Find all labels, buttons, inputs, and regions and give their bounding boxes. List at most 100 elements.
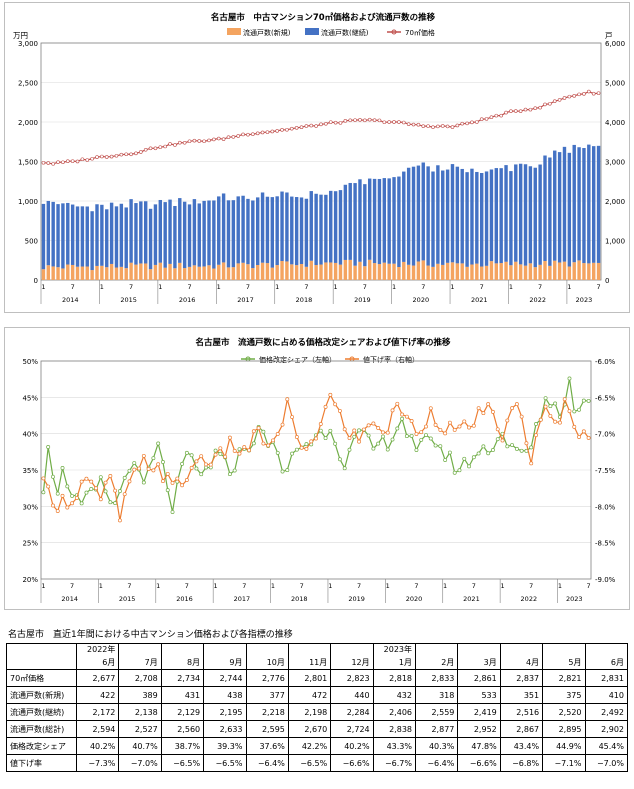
chart1-bar-cont bbox=[465, 172, 469, 267]
chart2-year-label: 2014 bbox=[61, 595, 78, 603]
table-cell: 2,861 bbox=[457, 669, 501, 687]
chart1-price-point bbox=[475, 120, 479, 124]
chart1-bar-cont bbox=[309, 191, 313, 261]
chart1-bar-cont bbox=[450, 164, 455, 263]
chart1-price-point bbox=[513, 109, 518, 113]
table-year-cell bbox=[584, 643, 628, 657]
chart2-share-point bbox=[400, 416, 405, 421]
chart1-price-point bbox=[197, 139, 202, 143]
chart1-price-point bbox=[557, 98, 562, 102]
chart1-bar-new bbox=[294, 265, 299, 280]
chart1-price-point bbox=[518, 109, 523, 113]
chart1-bar-cont bbox=[280, 191, 284, 262]
chart1-bar-cont bbox=[85, 206, 89, 267]
table-cell: 2,734 bbox=[160, 669, 205, 687]
table-cell: 2,172 bbox=[75, 703, 120, 721]
table-row-label: 価格改定シェア bbox=[6, 737, 77, 755]
table-year-cell bbox=[499, 643, 544, 657]
table-cell: −7.3% bbox=[75, 754, 120, 772]
chart2-month-tick: 1 bbox=[156, 582, 160, 590]
chart1-bar-new bbox=[80, 266, 85, 280]
chart2-rate-point bbox=[60, 493, 65, 498]
chart1-price-point bbox=[489, 115, 494, 120]
table-cell: −7.0% bbox=[118, 754, 162, 772]
chart2-rate-point bbox=[299, 445, 304, 450]
chart1-price-point bbox=[109, 154, 114, 159]
table-cell: −6.4% bbox=[414, 754, 459, 772]
chart2-share-point bbox=[294, 447, 299, 452]
chart1-price-point bbox=[363, 118, 367, 123]
table-cell: 40.2% bbox=[330, 737, 374, 755]
table-cell: 2,821 bbox=[542, 669, 586, 687]
chart2-rate-point bbox=[457, 424, 462, 429]
chart1-bar-new bbox=[596, 262, 601, 280]
chart2-rate-point bbox=[309, 439, 314, 444]
chart1-month-tick: 1 bbox=[334, 283, 338, 291]
chart2-share-point bbox=[352, 434, 357, 439]
chart1-price-point bbox=[436, 124, 440, 129]
chart2-rate-point bbox=[376, 426, 381, 430]
chart1-price-point bbox=[51, 162, 55, 166]
chart2-rate-point bbox=[237, 451, 242, 456]
table-cell: 2,823 bbox=[330, 669, 374, 687]
chart2-right-tick: -6.5% bbox=[595, 394, 616, 402]
chart1-bar-cont bbox=[246, 198, 250, 265]
chart1-year-label: 2023 bbox=[576, 296, 593, 304]
chart1-bar-new bbox=[523, 265, 528, 280]
chart2-rate-point bbox=[438, 427, 443, 432]
chart2-share-point bbox=[371, 446, 376, 451]
chart1-bar-cont bbox=[470, 168, 474, 265]
chart1-bar-cont bbox=[338, 190, 343, 265]
chart1-bar-cont bbox=[129, 199, 133, 263]
chart1-price-point bbox=[577, 92, 581, 97]
chart1-left-tick: 2,500 bbox=[18, 80, 38, 88]
table-year-cell bbox=[160, 643, 205, 657]
chart1-price-point bbox=[450, 125, 455, 129]
chart2-share-point bbox=[486, 451, 491, 456]
chart1-bar-new bbox=[66, 264, 70, 280]
chart1-month-tick: 7 bbox=[538, 283, 542, 291]
chart2-rate-point bbox=[404, 414, 409, 419]
chart2-share-point bbox=[227, 472, 232, 477]
chart2-month-tick: 1 bbox=[271, 582, 275, 590]
chart1-bar-new bbox=[509, 265, 513, 280]
chart1-price-point bbox=[187, 139, 192, 144]
chart2-year-label: 2023 bbox=[566, 595, 583, 603]
legend-new-label: 流通戸数(新規) bbox=[243, 28, 291, 37]
chart2-share-point bbox=[328, 428, 333, 433]
chart1-bar-cont bbox=[158, 199, 163, 263]
chart1-right-tick: 0 bbox=[605, 277, 609, 285]
chart2-left-tick: 25% bbox=[22, 540, 38, 548]
chart2-share-point bbox=[419, 437, 424, 442]
table-cell: 2,633 bbox=[203, 720, 247, 738]
chart2-share-point bbox=[577, 407, 581, 412]
chart1-price-point bbox=[538, 105, 542, 110]
chart2-rate-point bbox=[175, 476, 180, 481]
chart2-rate-point bbox=[328, 392, 333, 397]
chart2-share-point bbox=[122, 475, 127, 480]
chart1-price-point bbox=[289, 126, 294, 131]
table-cell: 472 bbox=[287, 686, 332, 704]
chart2-year-label: 2019 bbox=[348, 595, 365, 603]
chart1-price-point bbox=[338, 121, 343, 125]
chart1-bar-new bbox=[114, 267, 119, 280]
chart1-price-point bbox=[523, 107, 528, 112]
chart1-bar-new bbox=[416, 261, 421, 280]
chart2-year-label: 2021 bbox=[463, 595, 480, 603]
table-row-label: 流通戸数(新規) bbox=[6, 686, 77, 704]
chart2-share-point bbox=[113, 501, 118, 506]
chart1-bars bbox=[41, 144, 601, 280]
chart2-left-tick: 45% bbox=[22, 394, 38, 402]
chart1-bar-new bbox=[192, 265, 197, 280]
chart2-share-point bbox=[395, 426, 400, 431]
chart2-share-point bbox=[161, 460, 165, 464]
chart2-right-tick: -8.0% bbox=[595, 503, 616, 511]
chart1-year-label: 2017 bbox=[237, 296, 254, 304]
chart1-bar-new bbox=[304, 266, 309, 280]
chart2-share-point bbox=[51, 474, 55, 479]
chart1-price-point bbox=[177, 140, 182, 145]
table-cell: 39.3% bbox=[203, 737, 247, 755]
chart2-month-tick: 7 bbox=[300, 582, 304, 590]
chart1-bar-new bbox=[372, 263, 377, 280]
chart2-right-tick: -6.0% bbox=[595, 358, 616, 366]
